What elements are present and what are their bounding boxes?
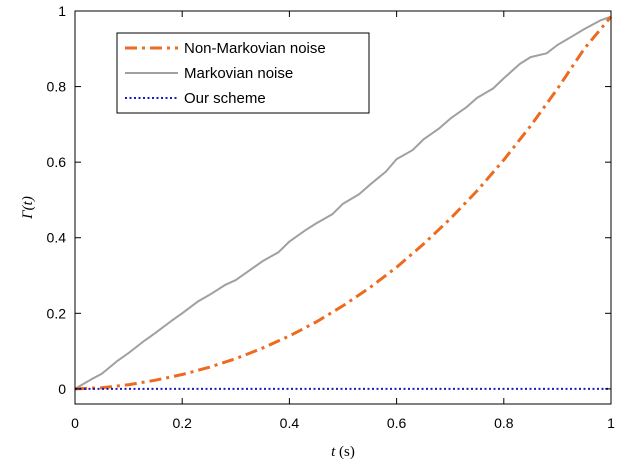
series-layer — [74, 15, 613, 391]
legend-label-0: Non-Markovian noise — [184, 40, 326, 57]
axes-box — [74, 10, 612, 405]
series-line-0 — [74, 15, 613, 391]
x-axis-label: t (s) — [331, 444, 355, 460]
y-tick-label: 0.2 — [47, 305, 67, 321]
legend-label-2: Our scheme — [184, 90, 266, 107]
y-tick-label: 0.8 — [47, 79, 67, 95]
y-tick-label: 0.6 — [47, 154, 67, 170]
x-tick-label: 0.4 — [280, 415, 300, 431]
x-tick-label: 0 — [71, 415, 79, 431]
y-tick-label: 0.4 — [47, 230, 67, 246]
y-axis-label-symbol: Γ — [20, 209, 36, 220]
y-tick-label: 1 — [58, 3, 66, 19]
x-axis-label-var: t — [331, 444, 336, 460]
y-axis-label-arg: (t) — [20, 196, 36, 210]
x-tick-label: 0.8 — [494, 415, 514, 431]
x-axis-label-unit: (s) — [335, 444, 355, 460]
legend: Non-Markovian noise Markovian noise Our sc… — [116, 32, 370, 114]
x-tick-label: 0.6 — [387, 415, 407, 431]
x-tick-label: 1 — [607, 415, 615, 431]
y-tick-label: 0 — [58, 381, 66, 397]
y-axis-label: Γ(t) — [20, 196, 36, 220]
series-line-1 — [74, 15, 612, 390]
legend-label-1: Markovian noise — [184, 65, 293, 82]
x-tick-label: 0.2 — [172, 415, 192, 431]
